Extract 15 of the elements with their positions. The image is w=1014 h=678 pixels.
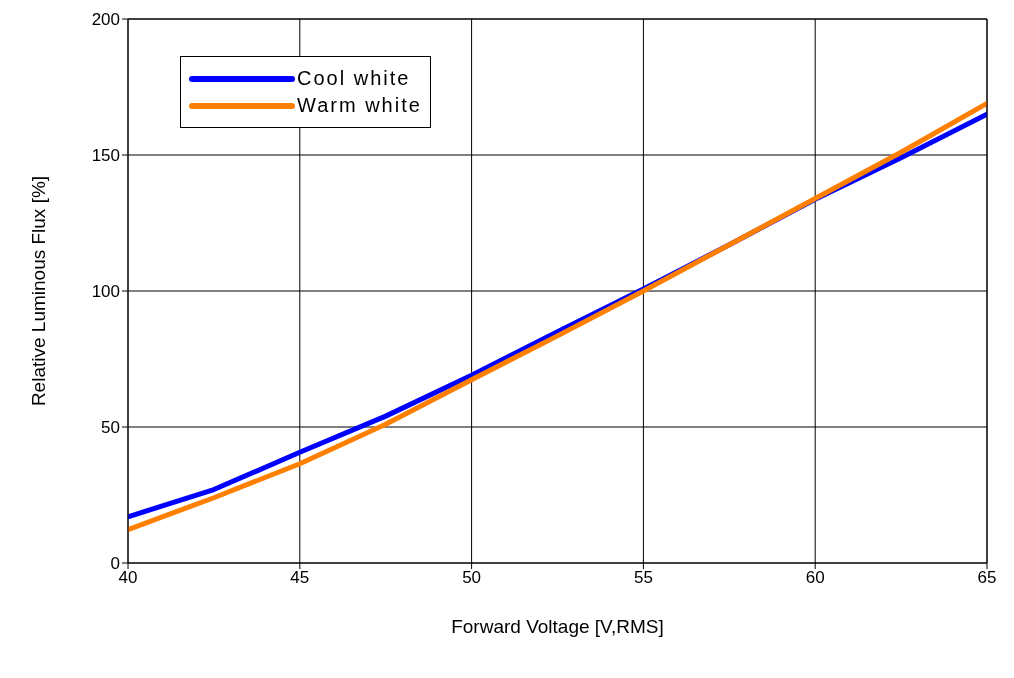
legend-label: Warm white xyxy=(297,94,422,117)
y-tick-label: 100 xyxy=(91,282,120,302)
legend-label: Cool white xyxy=(297,67,411,90)
y-tick-label: 0 xyxy=(110,554,120,574)
y-tick-label: 50 xyxy=(101,418,120,438)
x-tick-label: 50 xyxy=(462,568,482,588)
x-tick-label: 55 xyxy=(633,568,653,588)
x-tick-label: 65 xyxy=(977,568,997,588)
y-tick-label: 150 xyxy=(91,146,120,166)
x-axis-title: Forward Voltage [V,RMS] xyxy=(451,616,664,637)
x-tick-label: 40 xyxy=(118,568,138,588)
x-tick-label: 45 xyxy=(290,568,310,588)
y-tick-label: 200 xyxy=(91,10,120,30)
x-tick-label: 60 xyxy=(805,568,825,588)
y-axis-title: Relative Luminous Flux [%] xyxy=(27,175,49,407)
